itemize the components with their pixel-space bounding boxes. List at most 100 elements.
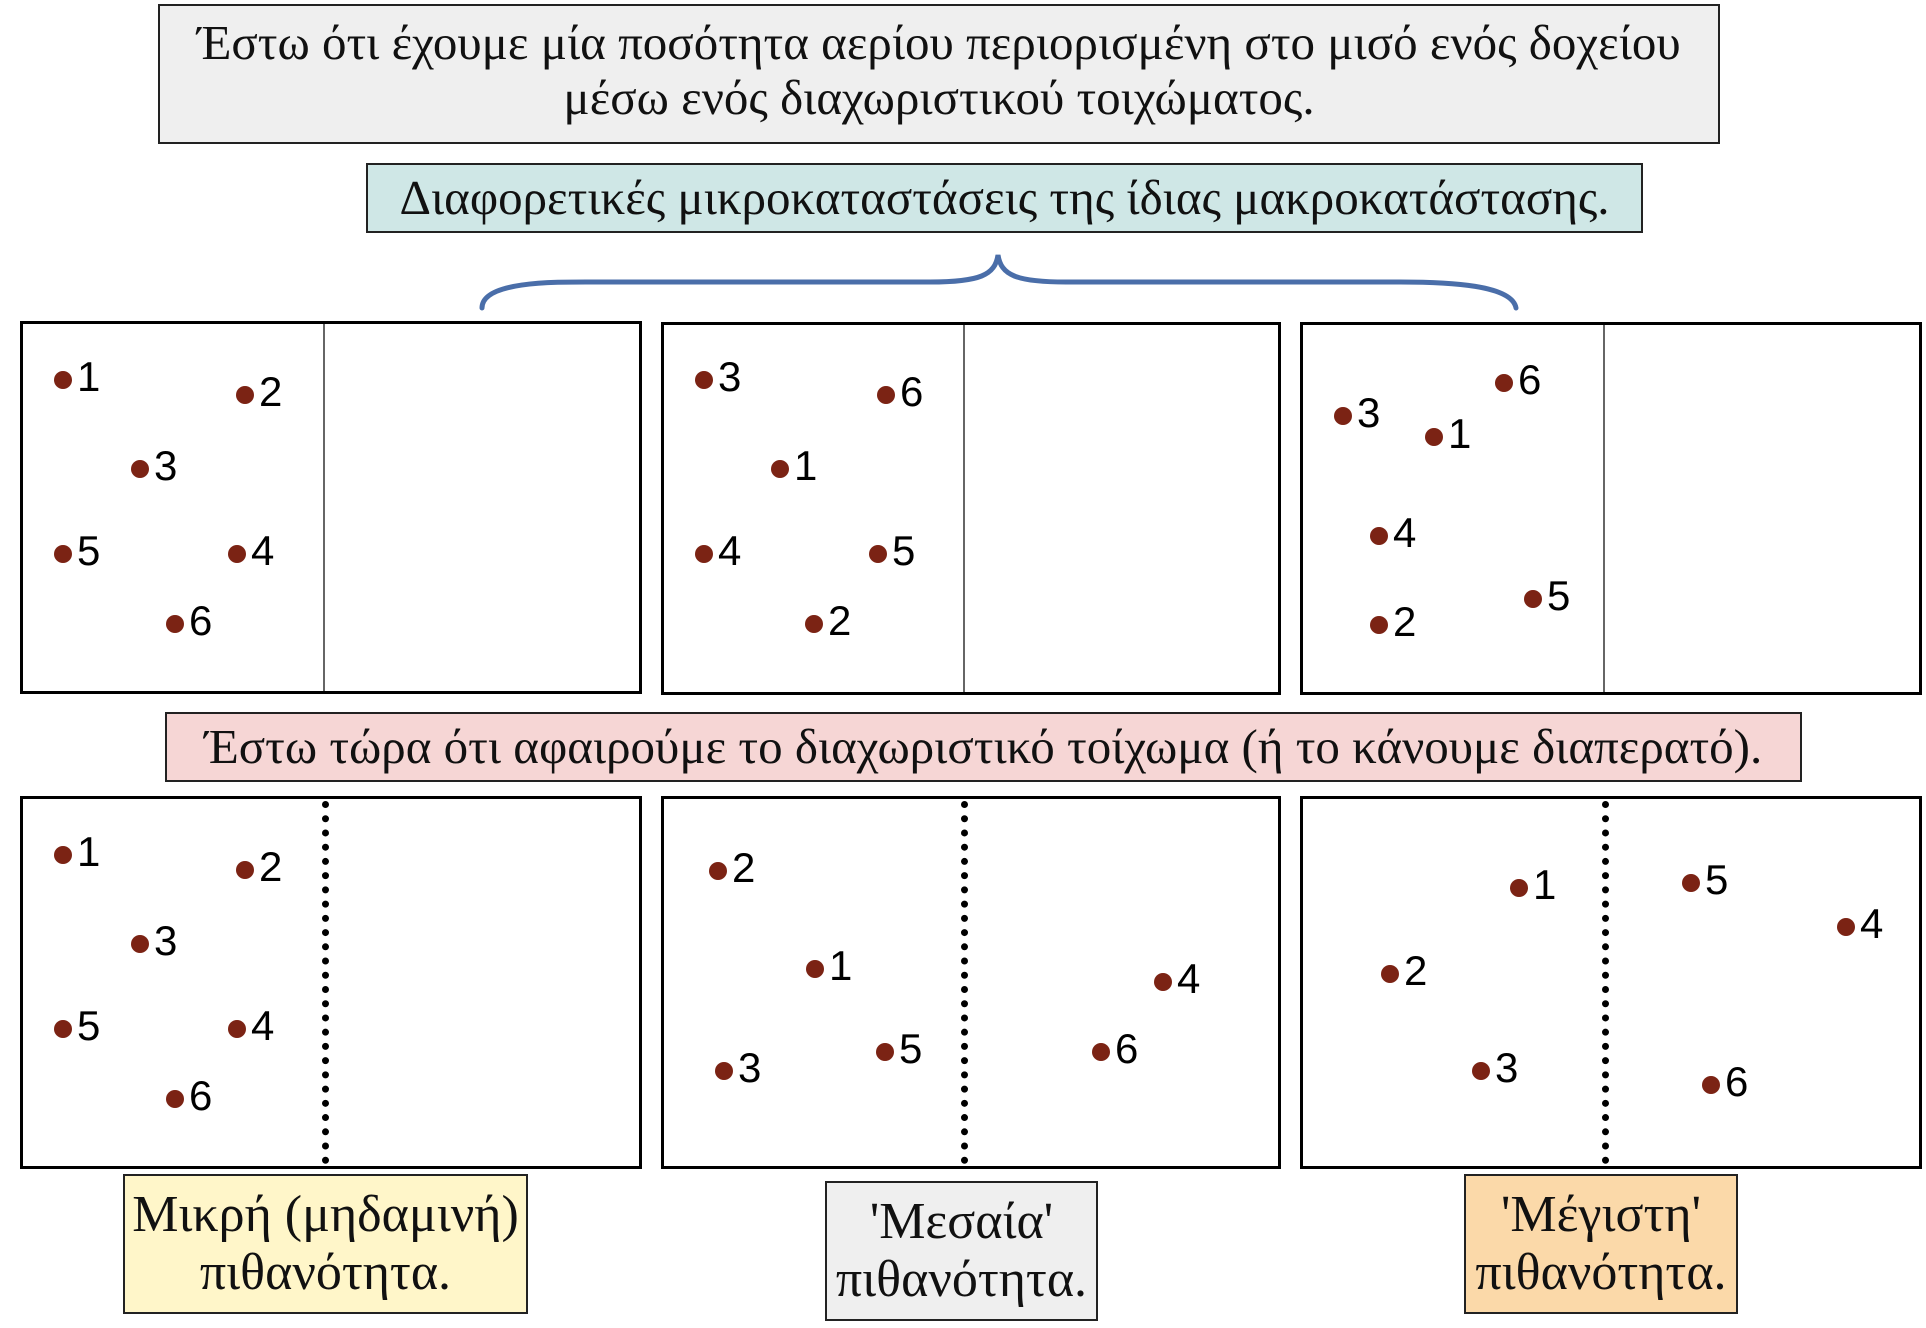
molecule-label: 1: [1448, 410, 1472, 457]
molecule-dot: [54, 371, 72, 389]
molecule-label: 4: [1177, 955, 1201, 1002]
probability-max-line-2: πιθανότητα.: [1475, 1244, 1727, 1302]
molecule-label: 6: [189, 597, 213, 644]
microstates-text: Διαφορετικές μικροκαταστάσεις της ίδιας …: [399, 170, 1610, 225]
microstates-caption: Διαφορετικές μικροκαταστάσεις της ίδιας …: [366, 163, 1643, 233]
molecule-dot: [695, 545, 713, 563]
molecule-dot: [771, 460, 789, 478]
molecule-label: 1: [794, 442, 818, 489]
molecule-label: 2: [259, 843, 283, 890]
molecule-dot: [228, 1020, 246, 1038]
molecule-label: 4: [718, 527, 742, 574]
container-bottom-3: 1 5 4 2 3 6: [1300, 796, 1922, 1169]
remove-wall-text: Έστω τώρα ότι αφαιρούμε το διαχωριστικό …: [204, 719, 1763, 774]
molecule-label: 5: [899, 1025, 923, 1072]
probability-small-line-1: Μικρή (μηδαμινή): [132, 1186, 519, 1243]
molecule-dot: [1472, 1062, 1490, 1080]
molecule-label: 6: [1115, 1025, 1139, 1072]
molecule-label: 2: [828, 597, 852, 644]
molecule-dot: [236, 861, 254, 879]
molecule-dot: [54, 846, 72, 864]
probability-small-line-2: πιθανότητα.: [199, 1244, 452, 1302]
container-top-1: 1 2 3 5 4 6: [20, 321, 642, 694]
molecule-dot: [876, 1043, 894, 1061]
probability-medium-line-2: πιθανότητα.: [835, 1251, 1088, 1309]
molecule-label: 1: [1533, 861, 1557, 908]
removed-partition: [1602, 801, 1609, 1164]
molecule-label: 6: [1725, 1058, 1749, 1105]
molecule-label: 3: [154, 442, 178, 489]
molecule-dot: [131, 935, 149, 953]
molecule-label: 6: [189, 1072, 213, 1119]
molecule-dot: [54, 545, 72, 563]
molecule-dot: [1682, 874, 1700, 892]
molecule-label: 2: [259, 368, 283, 415]
container-bottom-2: 2 1 4 3 5 6: [661, 796, 1281, 1169]
molecule-dot: [1092, 1043, 1110, 1061]
removed-partition: [322, 801, 329, 1164]
molecule-dot: [1837, 918, 1855, 936]
molecule-dot: [1381, 965, 1399, 983]
molecule-label: 2: [732, 844, 756, 891]
molecule-label: 5: [892, 527, 916, 574]
molecule-dot: [877, 386, 895, 404]
molecule-label: 1: [829, 942, 853, 989]
molecule-label: 1: [77, 353, 101, 400]
container-top-3: 6 3 1 4 5 2: [1300, 322, 1922, 695]
molecule-dot: [1154, 973, 1172, 991]
molecule-dot: [1510, 879, 1528, 897]
molecule-dot: [166, 615, 184, 633]
molecule-dot: [1702, 1076, 1720, 1094]
molecule-label: 3: [718, 353, 742, 400]
molecule-dot: [709, 862, 727, 880]
molecule-label: 5: [1705, 856, 1729, 903]
probability-max-line-1: 'Μέγιστη': [1501, 1186, 1701, 1243]
molecule-dot: [1495, 374, 1513, 392]
probability-medium-line-1: 'Μεσαία': [869, 1193, 1054, 1250]
molecule-label: 5: [1547, 572, 1571, 619]
molecule-label: 5: [77, 1002, 101, 1049]
molecule-label: 4: [1860, 900, 1884, 947]
probability-label-max: 'Μέγιστη' πιθανότητα.: [1464, 1174, 1738, 1314]
molecule-dot: [1334, 407, 1352, 425]
container-top-2: 3 6 1 4 5 2: [661, 322, 1281, 695]
molecule-label: 4: [1393, 509, 1417, 556]
partition-wall: [1603, 325, 1605, 692]
molecule-label: 1: [77, 828, 101, 875]
molecule-label: 2: [1393, 598, 1417, 645]
molecule-label: 6: [900, 368, 924, 415]
intro-line-2: μέσω ενός διαχωριστικού τοιχώματος.: [563, 69, 1315, 125]
intro-line-1: Έστω ότι έχουμε μία ποσότητα αερίου περι…: [197, 15, 1681, 70]
molecule-label: 4: [251, 527, 275, 574]
molecule-dot: [131, 460, 149, 478]
probability-label-small: Μικρή (μηδαμινή) πιθανότητα.: [123, 1174, 528, 1314]
partition-wall: [323, 324, 325, 691]
molecule-dot: [869, 545, 887, 563]
container-bottom-1: 1 2 3 5 4 6: [20, 796, 642, 1169]
intro-caption: Έστω ότι έχουμε μία ποσότητα αερίου περι…: [158, 4, 1720, 144]
partition-wall: [963, 325, 965, 692]
molecule-dot: [1524, 590, 1542, 608]
molecule-dot: [166, 1090, 184, 1108]
molecule-label: 3: [1357, 389, 1381, 436]
molecule-dot: [805, 615, 823, 633]
molecule-label: 3: [1495, 1044, 1519, 1091]
molecule-label: 3: [738, 1044, 762, 1091]
molecule-dot: [228, 545, 246, 563]
molecule-label: 3: [154, 917, 178, 964]
molecule-dot: [236, 386, 254, 404]
molecule-dot: [806, 960, 824, 978]
molecule-label: 5: [77, 527, 101, 574]
probability-label-medium: 'Μεσαία' πιθανότητα.: [825, 1181, 1098, 1321]
grouping-brace: [479, 254, 1519, 311]
molecule-dot: [695, 371, 713, 389]
molecule-label: 2: [1404, 947, 1428, 994]
molecule-dot: [1370, 527, 1388, 545]
remove-wall-caption: Έστω τώρα ότι αφαιρούμε το διαχωριστικό …: [165, 712, 1802, 782]
molecule-dot: [715, 1062, 733, 1080]
molecule-label: 6: [1518, 356, 1542, 403]
removed-partition: [961, 801, 968, 1164]
molecule-dot: [1370, 616, 1388, 634]
molecule-dot: [54, 1020, 72, 1038]
molecule-label: 4: [251, 1002, 275, 1049]
